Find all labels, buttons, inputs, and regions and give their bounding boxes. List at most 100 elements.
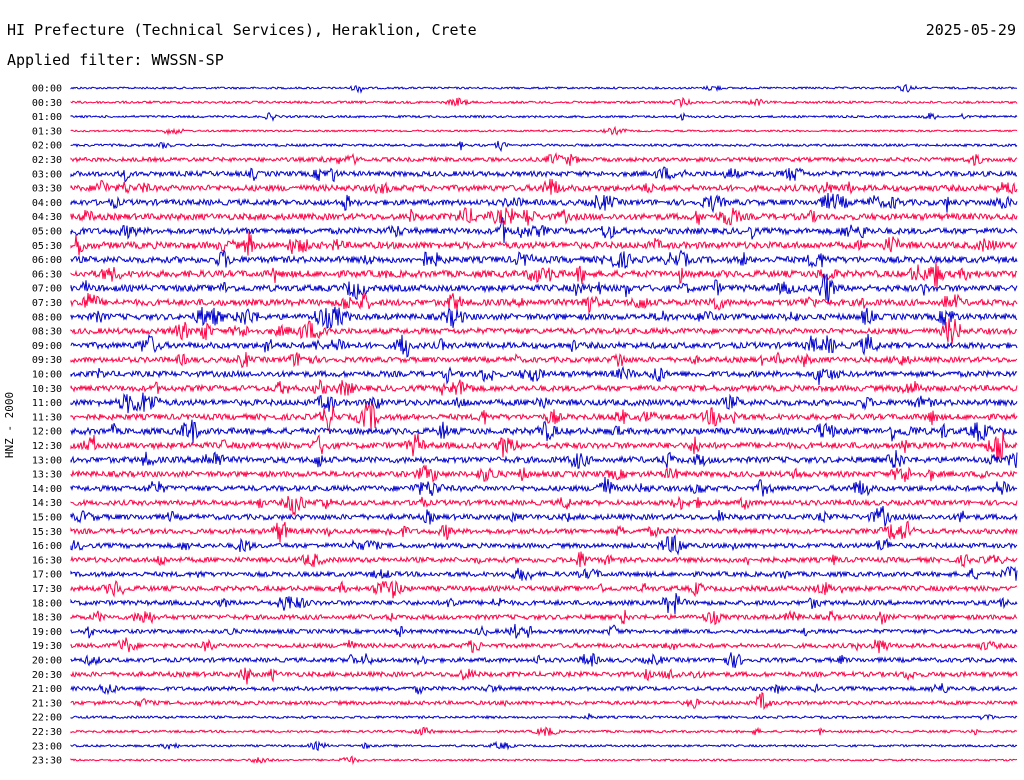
time-label: 21:00 xyxy=(32,684,62,695)
trace-row xyxy=(70,351,1018,369)
trace-row xyxy=(70,378,1018,396)
trace-row xyxy=(70,111,1018,122)
trace-row xyxy=(70,580,1018,599)
trace-row xyxy=(70,318,1018,345)
trace-row xyxy=(70,450,1018,469)
time-label: 19:30 xyxy=(32,641,62,652)
time-label: 00:00 xyxy=(32,84,62,95)
station-title: HI Prefecture (Technical Services), Hera… xyxy=(7,21,477,39)
trace-row xyxy=(70,506,1018,527)
time-label: 17:30 xyxy=(32,584,62,595)
trace-row xyxy=(70,691,1018,711)
trace-row xyxy=(70,333,1018,358)
trace-row xyxy=(70,551,1018,569)
trace-row xyxy=(70,273,1018,305)
trace-row xyxy=(70,216,1018,244)
time-label: 05:00 xyxy=(32,227,62,238)
time-label: 04:30 xyxy=(32,212,62,223)
trace-row xyxy=(70,140,1018,153)
trace-row xyxy=(70,713,1018,721)
trace-row xyxy=(70,178,1018,195)
time-label: 11:00 xyxy=(32,398,62,409)
time-label: 21:30 xyxy=(32,698,62,709)
time-label: 01:30 xyxy=(32,126,62,137)
time-label: 04:00 xyxy=(32,198,62,209)
trace-row xyxy=(70,623,1018,639)
trace-row xyxy=(70,592,1018,615)
time-label: 18:30 xyxy=(32,613,62,624)
time-label: 11:30 xyxy=(32,412,62,423)
trace-row xyxy=(70,683,1018,696)
time-label: 08:00 xyxy=(32,312,62,323)
trace-row xyxy=(70,306,1018,329)
trace-row xyxy=(70,83,1018,94)
trace-row xyxy=(70,249,1018,269)
trace-row xyxy=(70,464,1018,483)
trace-row xyxy=(70,96,1018,109)
time-label: 02:30 xyxy=(32,155,62,166)
time-label: 22:30 xyxy=(32,727,62,738)
trace-row xyxy=(70,261,1018,288)
time-label: 09:30 xyxy=(32,355,62,366)
time-label: 12:00 xyxy=(32,427,62,438)
time-label: 07:00 xyxy=(32,284,62,295)
time-label: 02:00 xyxy=(32,141,62,152)
time-label: 03:30 xyxy=(32,184,62,195)
trace-row xyxy=(70,565,1018,582)
trace-row xyxy=(70,726,1018,737)
time-label: 13:30 xyxy=(32,470,62,481)
trace-row xyxy=(70,365,1018,386)
time-label: 23:30 xyxy=(32,756,62,767)
trace-row xyxy=(70,476,1018,497)
filter-label: Applied filter: WWSSN-SP xyxy=(7,51,224,69)
time-label: 08:30 xyxy=(32,327,62,338)
trace-row xyxy=(70,740,1018,752)
time-label: 17:00 xyxy=(32,570,62,581)
trace-row xyxy=(70,652,1018,669)
trace-row xyxy=(70,207,1018,226)
trace-row xyxy=(70,231,1018,256)
time-label: 00:30 xyxy=(32,98,62,109)
record-date: 2025-05-29 xyxy=(925,21,1016,39)
trace-row xyxy=(70,419,1018,444)
time-label: 22:00 xyxy=(32,713,62,724)
trace-row xyxy=(70,609,1018,626)
trace-row xyxy=(70,192,1018,214)
trace-row xyxy=(70,392,1018,414)
time-label: 14:00 xyxy=(32,484,62,495)
time-label: 16:30 xyxy=(32,555,62,566)
y-axis-label: HNZ - 2000 xyxy=(3,392,16,458)
time-label: 12:30 xyxy=(32,441,62,452)
trace-row xyxy=(70,403,1018,432)
time-label: 13:00 xyxy=(32,455,62,466)
time-label: 10:00 xyxy=(32,370,62,381)
trace-row xyxy=(70,520,1018,543)
time-label: 09:00 xyxy=(32,341,62,352)
time-label: 20:00 xyxy=(32,656,62,667)
trace-row xyxy=(70,291,1018,314)
time-label: 18:00 xyxy=(32,598,62,609)
time-label: 10:30 xyxy=(32,384,62,395)
trace-row xyxy=(70,534,1018,556)
time-label: 20:30 xyxy=(32,670,62,681)
time-label: 06:00 xyxy=(32,255,62,266)
trace-row xyxy=(70,125,1018,136)
time-label: 01:00 xyxy=(32,112,62,123)
time-label: 23:00 xyxy=(32,741,62,752)
time-label: 05:30 xyxy=(32,241,62,252)
time-label: 14:30 xyxy=(32,498,62,509)
trace-row xyxy=(70,667,1018,685)
trace-row xyxy=(70,495,1018,517)
time-label: 19:00 xyxy=(32,627,62,638)
time-label: 03:00 xyxy=(32,169,62,180)
time-label: 07:30 xyxy=(32,298,62,309)
trace-row xyxy=(70,432,1018,461)
trace-row xyxy=(70,637,1018,654)
time-label: 15:30 xyxy=(32,527,62,538)
trace-row xyxy=(70,166,1018,183)
time-label: 06:30 xyxy=(32,269,62,280)
trace-row xyxy=(70,152,1018,167)
time-label: 16:00 xyxy=(32,541,62,552)
time-label: 15:00 xyxy=(32,513,62,524)
